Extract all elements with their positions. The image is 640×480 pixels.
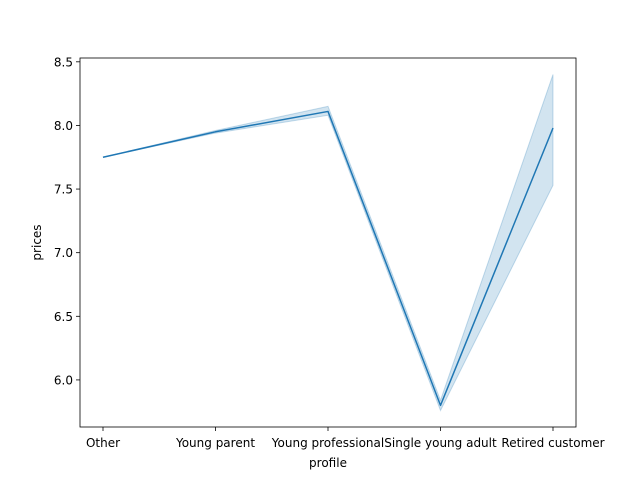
x-tick-label: Single young adult (384, 436, 497, 450)
x-axis-ticks: Other Young parent Young professional Singl… (86, 427, 605, 450)
y-tick-label: 7.5 (54, 183, 73, 197)
x-tick-label: Young professional (271, 436, 384, 450)
y-tick-label: 6.5 (54, 310, 73, 324)
y-axis-ticks: 6.0 6.5 7.0 7.5 8.0 8.5 (54, 55, 80, 387)
x-tick-label: Other (86, 436, 120, 450)
y-tick-label: 6.0 (54, 373, 73, 387)
x-axis-label: profile (309, 456, 347, 470)
y-tick-label: 8.5 (54, 55, 73, 69)
y-tick-label: 8.0 (54, 119, 73, 133)
y-tick-label: 7.0 (54, 246, 73, 260)
x-tick-label: Young parent (175, 436, 255, 450)
y-axis-label: prices (30, 224, 44, 260)
series-line-layer (102, 110, 554, 407)
x-tick-label: Retired customer (501, 436, 604, 450)
plot-area-background (80, 58, 576, 427)
